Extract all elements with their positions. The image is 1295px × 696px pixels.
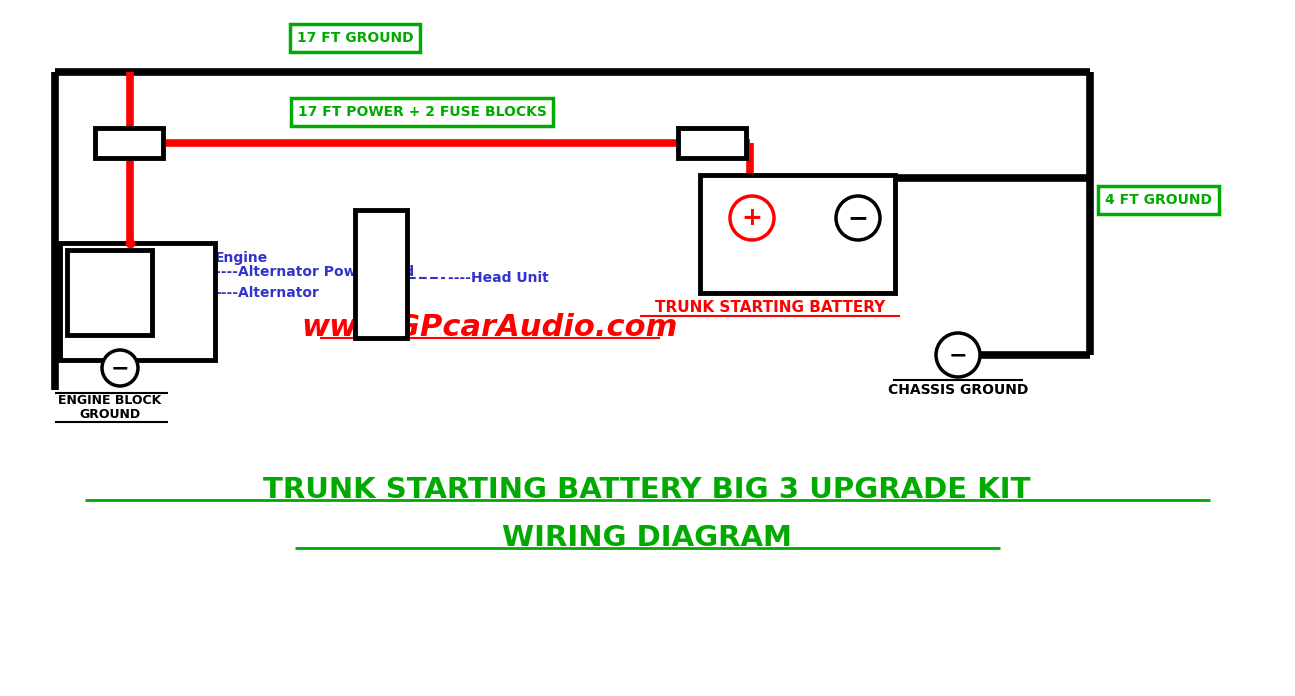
Text: ----Alternator: ----Alternator (215, 286, 319, 300)
Text: 4 FT GROUND: 4 FT GROUND (1105, 193, 1212, 207)
Text: GROUND: GROUND (79, 407, 141, 420)
Circle shape (102, 350, 139, 386)
Text: ENGINE BLOCK: ENGINE BLOCK (58, 393, 162, 406)
Bar (701, 175, 895, 293)
Text: 17 FT GROUND: 17 FT GROUND (297, 31, 413, 45)
Bar (95, 128, 163, 158)
Text: −: − (847, 206, 869, 230)
Circle shape (936, 333, 980, 377)
Bar (67, 250, 152, 335)
Bar (679, 128, 746, 158)
Text: CHASSIS GROUND: CHASSIS GROUND (888, 383, 1028, 397)
Circle shape (837, 196, 881, 240)
Bar (355, 210, 407, 338)
Text: +: + (742, 206, 763, 230)
Circle shape (730, 196, 774, 240)
Text: 17 FT POWER + 2 FUSE BLOCKS: 17 FT POWER + 2 FUSE BLOCKS (298, 105, 546, 119)
Text: WIRING DIAGRAM: WIRING DIAGRAM (502, 524, 793, 552)
Text: −: − (110, 358, 130, 378)
Text: Engine: Engine (215, 251, 268, 265)
Text: ----Alternator Power Stud: ----Alternator Power Stud (215, 265, 414, 279)
Text: www.GPcarAudio.com: www.GPcarAudio.com (302, 313, 679, 342)
Bar (60, 243, 215, 360)
Text: −: − (949, 345, 967, 365)
Text: ----Head Unit: ----Head Unit (448, 271, 549, 285)
Text: TRUNK STARTING BATTERY BIG 3 UPGRADE KIT: TRUNK STARTING BATTERY BIG 3 UPGRADE KIT (263, 476, 1031, 504)
Text: TRUNK STARTING BATTERY: TRUNK STARTING BATTERY (655, 301, 884, 315)
